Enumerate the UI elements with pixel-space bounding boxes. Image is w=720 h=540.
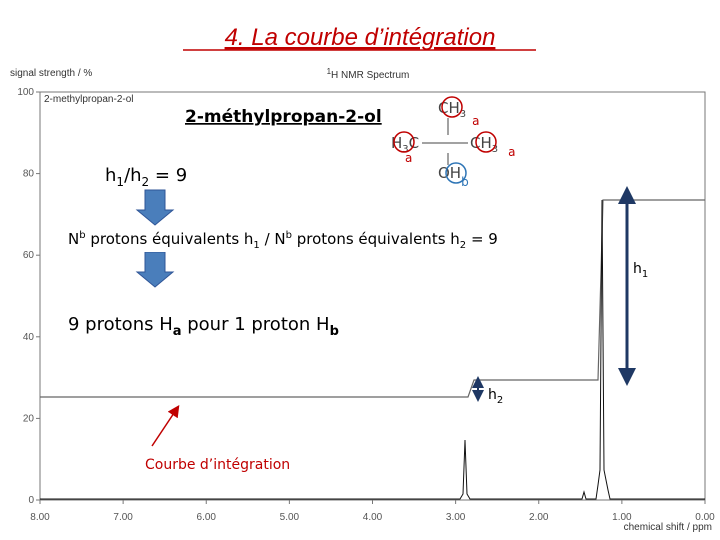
y-axis-label: signal strength / %: [10, 68, 92, 79]
x-tick-label: 1.00: [612, 512, 632, 523]
label-bg: [385, 95, 520, 195]
y-tick-label: 0: [28, 495, 34, 506]
protons-line: Nb protons équivalents h1 / Nb protons é…: [68, 230, 498, 251]
label-bg: [62, 308, 374, 340]
y-tick-label: 40: [23, 332, 35, 343]
spectrum-plot: signal strength / % 1H NMR Spectrum 2-me…: [10, 67, 715, 533]
spectrum-title: 1H NMR Spectrum: [327, 67, 410, 81]
y-tick-label: 80: [23, 169, 35, 180]
x-tick-label: 6.00: [197, 512, 217, 523]
curve-label: Courbe d’intégration: [145, 457, 290, 473]
plot-frame: [39, 91, 706, 501]
atom-right: CH3 a: [470, 134, 516, 159]
x-tick-label: 4.00: [363, 512, 383, 523]
label-bg: [62, 226, 492, 252]
curve-pointer: [151, 405, 180, 447]
h1-label: h1: [633, 261, 648, 280]
label-bg: [95, 158, 215, 190]
label-bg: [180, 102, 390, 128]
x-tick-label: 2.00: [529, 512, 549, 523]
conclusion: 9 protons Ha pour 1 proton Hb: [68, 314, 339, 339]
h2-label: h2: [488, 387, 503, 406]
sample-name: 2-methylpropan-2-ol: [44, 94, 134, 105]
down-arrow: [135, 189, 175, 226]
spectrum-trace: [40, 199, 705, 500]
atom-bottom: OHb: [438, 164, 469, 189]
x-tick-label: 5.00: [280, 512, 300, 523]
y-tick-label: 20: [23, 413, 35, 424]
y-tick-label: 100: [17, 87, 34, 98]
y-tick-label: 60: [23, 250, 35, 261]
ratio: h1/h2 = 9: [105, 165, 187, 189]
down-arrow: [135, 251, 175, 288]
slide-title: 4. La courbe d’intégration: [225, 24, 496, 51]
molecule: CH3 a H3C a CH3 a OHb: [385, 95, 520, 195]
x-tick-label: 8.00: [30, 512, 50, 523]
x-tick-label: 7.00: [113, 512, 133, 523]
x-tick-label: 3.00: [446, 512, 466, 523]
x-axis-label: chemical shift / ppm: [624, 522, 712, 533]
x-tick-label: 0.00: [695, 512, 715, 523]
compound-name: 2-méthylpropan-2-ol: [185, 107, 382, 127]
